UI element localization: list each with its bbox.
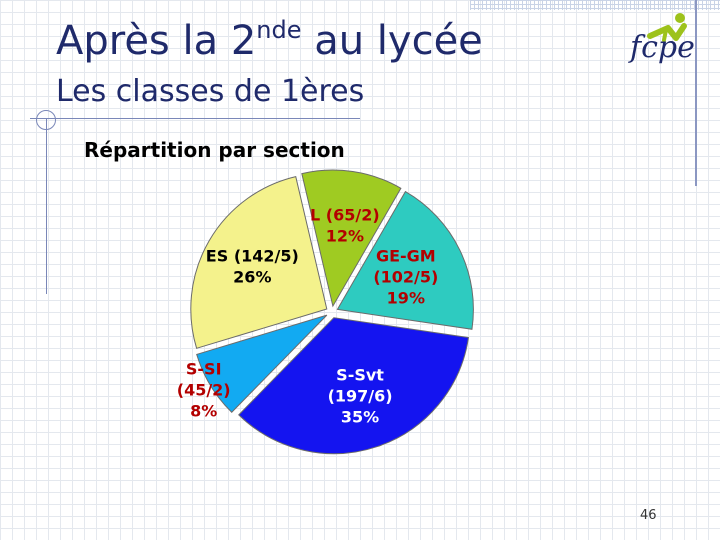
decorative-vertical-line-left [46,118,47,294]
chart-title: Répartition par section [84,138,345,162]
pie-slice-label-1: S-Svt (197/6) 35% [328,365,393,426]
decorative-vertical-line-right [695,0,697,186]
title-main: Après la 2 [56,18,257,64]
decorative-horizontal-line [30,118,360,119]
pie-slice-3 [190,175,328,349]
fcpe-logo-icon [647,13,687,42]
pie-slice-0 [336,190,474,330]
slide-subtitle: Les classes de 1ères [56,74,365,109]
crosshair-ornament [36,110,56,130]
pie-slice-4 [301,169,402,308]
title-rest: au lycée [301,18,483,64]
pie-slice-label-4: L (65/2) 12% [310,205,380,245]
title-superscript: nde [256,16,302,44]
slide-title: Après la 2nde au lycée [56,16,483,64]
top-decorative-band [470,0,720,10]
pie-slice-1 [238,317,470,455]
pie-slice-label-2: S-SI (45/2) 8% [177,360,231,421]
pie-slice-label-3: ES (142/5) 26% [206,247,299,287]
pie-slice-label-0: GE-GM (102/5) 19% [373,246,438,307]
page-number: 46 [640,508,657,523]
pie-slice-2 [196,314,328,413]
logo-text: fcpe [630,30,695,65]
